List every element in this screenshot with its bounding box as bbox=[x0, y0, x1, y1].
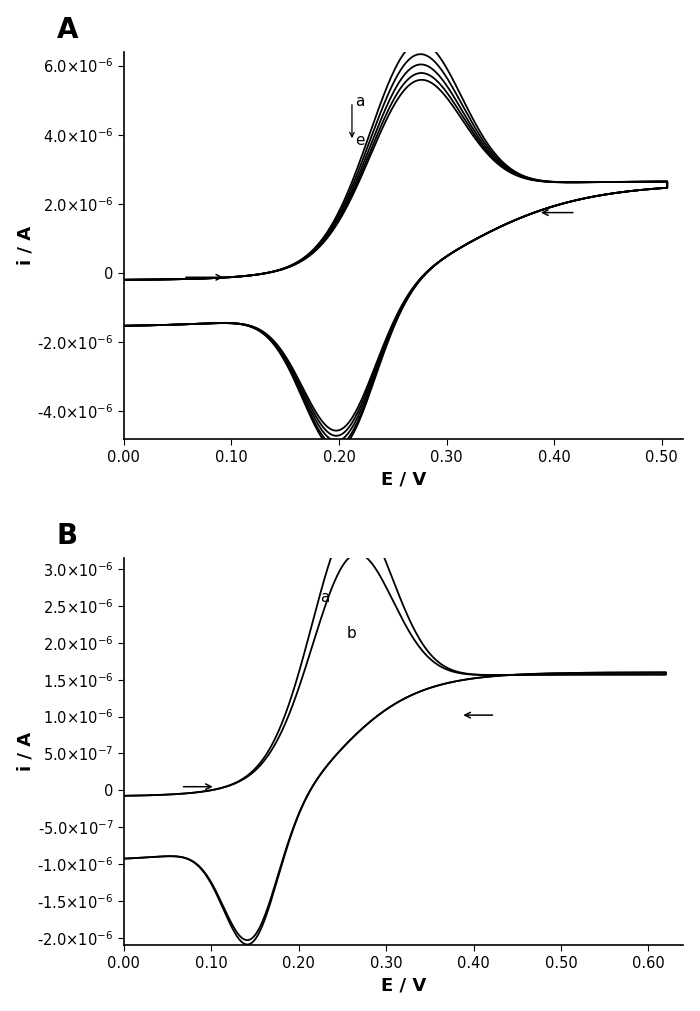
Y-axis label: i / A: i / A bbox=[17, 225, 35, 265]
X-axis label: E / V: E / V bbox=[381, 470, 426, 488]
Text: e: e bbox=[355, 133, 365, 149]
Text: B: B bbox=[57, 523, 78, 550]
Text: b: b bbox=[346, 626, 356, 641]
Text: a: a bbox=[355, 94, 365, 109]
X-axis label: E / V: E / V bbox=[381, 977, 426, 995]
Text: a: a bbox=[321, 589, 330, 605]
Y-axis label: i / A: i / A bbox=[17, 732, 35, 771]
Text: A: A bbox=[57, 16, 78, 44]
